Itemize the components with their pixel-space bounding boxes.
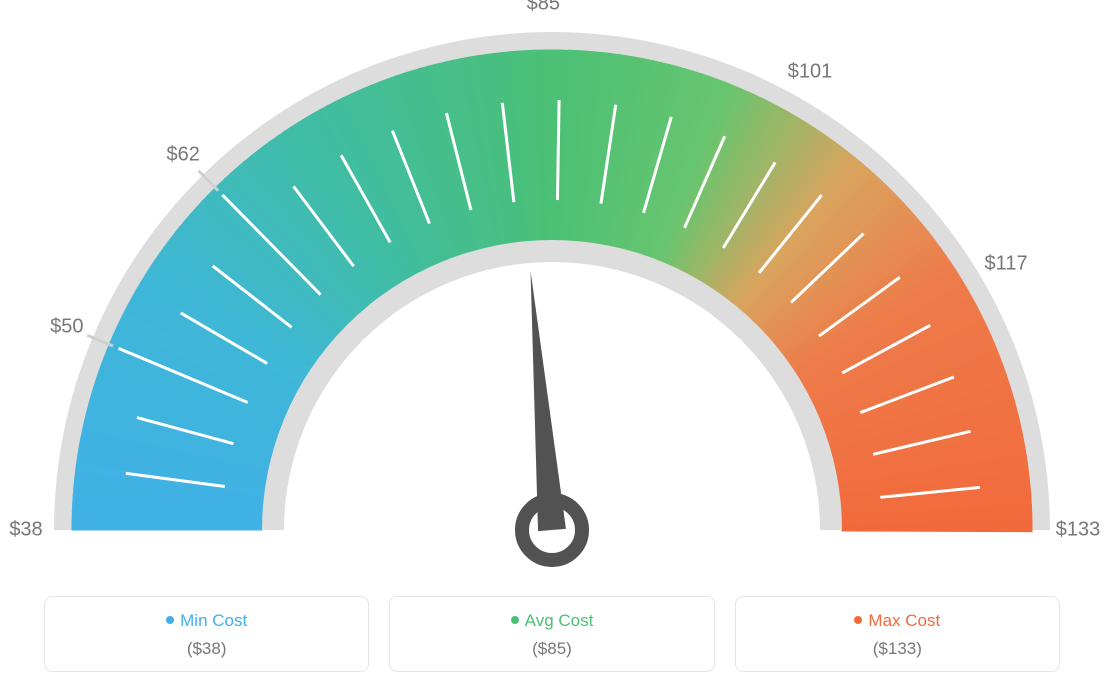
gauge-label: $50 xyxy=(50,315,83,338)
legend-title: Min Cost xyxy=(55,611,358,631)
legend-card: Avg Cost ($85) xyxy=(389,596,714,672)
legend-title: Avg Cost xyxy=(400,611,703,631)
legend-value: ($38) xyxy=(55,639,358,659)
legend-card: Min Cost ($38) xyxy=(44,596,369,672)
gauge-label: $85 xyxy=(527,0,560,16)
cost-gauge-widget: $38 $50 $62 $85 $101 $117 $133 Min Cost ($38) Av… xyxy=(0,0,1104,690)
legend-dot-icon xyxy=(166,616,174,624)
gauge-svg xyxy=(0,0,1104,580)
gauge-label: $38 xyxy=(9,519,42,542)
legend-card: Max Cost ($133) xyxy=(735,596,1060,672)
legend-value: ($133) xyxy=(746,639,1049,659)
gauge-label: $133 xyxy=(1056,519,1101,542)
gauge-label: $101 xyxy=(788,60,833,83)
gauge-label: $117 xyxy=(985,253,1028,276)
gauge-label: $62 xyxy=(166,143,199,166)
needle xyxy=(531,271,566,531)
legend-value: ($85) xyxy=(400,639,703,659)
legend-label: Min Cost xyxy=(180,611,247,630)
legend-title: Max Cost xyxy=(746,611,1049,631)
legend-dot-icon xyxy=(511,616,519,624)
gauge-chart: $38 $50 $62 $85 $101 $117 $133 xyxy=(0,0,1104,580)
legend-dot-icon xyxy=(854,616,862,624)
legend-label: Avg Cost xyxy=(525,611,594,630)
legend-row: Min Cost ($38) Avg Cost ($85) Max Cost ($133) xyxy=(44,596,1060,672)
legend-label: Max Cost xyxy=(868,611,940,630)
